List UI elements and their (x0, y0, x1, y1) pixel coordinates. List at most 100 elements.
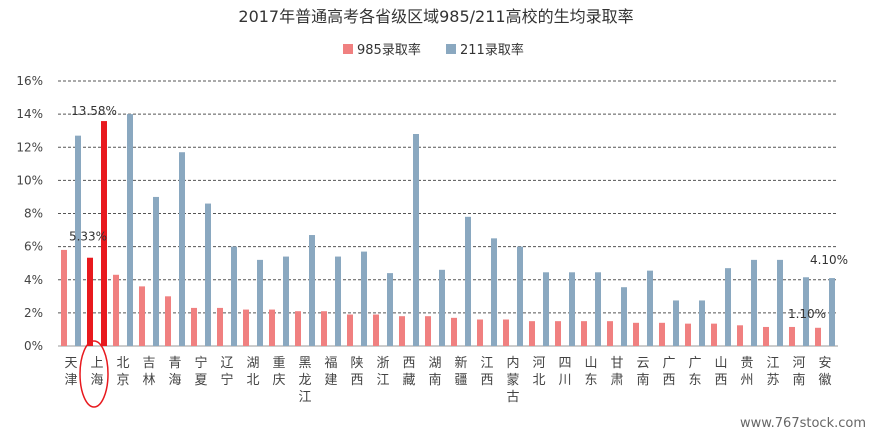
bar-985-山东 (581, 321, 587, 346)
chart-title: 2017年普通高考各省级区域985/211高校的生均录取率 (238, 7, 633, 26)
x-category-label: 福建 (324, 356, 337, 388)
bar-985-广东 (685, 323, 691, 346)
bar-985-陕西 (347, 314, 353, 346)
bar-985-上海 (87, 257, 93, 346)
data-label: 13.58% (71, 104, 117, 118)
x-category-label: 四川 (558, 356, 571, 388)
x-category-label: 湖南 (428, 356, 441, 388)
x-category-label: 河南 (792, 356, 805, 388)
y-tick-label: 0% (24, 339, 43, 353)
bar-211-河南 (803, 277, 809, 346)
bar-985-贵州 (737, 325, 743, 346)
bar-211-安徽 (829, 278, 835, 346)
x-category-label: 天津 (64, 356, 77, 388)
x-category-label: 广东 (688, 356, 701, 388)
legend: 985录取率 211录取率 (343, 42, 524, 58)
bar-211-江苏 (777, 259, 783, 346)
bar-985-云南 (633, 322, 639, 346)
bar-985-湖北 (243, 309, 249, 346)
gridlines (58, 80, 838, 347)
x-category-label: 辽宁 (220, 356, 233, 388)
bar-211-广东 (699, 300, 705, 346)
x-category-label: 安徽 (818, 356, 831, 388)
bar-211-浙江 (387, 273, 393, 346)
bar-985-广西 (659, 322, 665, 346)
bar-211-北京 (127, 114, 133, 346)
bar-211-河北 (543, 272, 549, 346)
x-category-label: 甘肃 (610, 356, 623, 388)
bar-985-河南 (789, 326, 795, 346)
y-tick-label: 8% (24, 207, 43, 221)
bar-985-甘肃 (607, 321, 613, 346)
x-category-label: 山东 (584, 356, 597, 388)
bar-211-宁夏 (205, 203, 211, 346)
bar-985-辽宁 (217, 307, 223, 346)
bar-985-黑龙江 (295, 311, 301, 346)
bar-211-内蒙古 (517, 246, 523, 346)
x-category-label: 新疆 (454, 355, 467, 388)
y-axis-ticks: 0% 2% 4% 6% 8% 10% 12% 14% 16% (16, 74, 43, 353)
y-tick-label: 12% (16, 140, 43, 154)
bar-985-天津 (61, 249, 67, 346)
bar-985-西藏 (399, 316, 405, 346)
bar-985-内蒙古 (503, 319, 509, 346)
bar-211-福建 (335, 256, 341, 346)
x-category-label: 江西 (480, 356, 493, 388)
bar-211-重庆 (283, 256, 289, 346)
bar-985-北京 (113, 274, 119, 346)
bar-985-河北 (529, 321, 535, 346)
x-category-label: 山西 (714, 356, 727, 388)
bar-985-重庆 (269, 309, 275, 346)
bar-211-天津 (75, 135, 81, 346)
data-label: 1.10% (788, 307, 826, 321)
y-tick-label: 4% (24, 273, 43, 287)
bar-211-黑龙江 (309, 235, 315, 346)
bar-211-陕西 (361, 251, 367, 346)
x-category-label: 黑龙江 (298, 356, 311, 405)
bar-985-吉林 (139, 286, 145, 346)
bar-211-四川 (569, 272, 575, 346)
bar-211-湖北 (257, 259, 263, 346)
data-label: 5.33% (69, 230, 107, 244)
y-tick-label: 14% (16, 107, 43, 121)
x-category-label: 浙江 (376, 356, 389, 388)
x-category-label: 西藏 (402, 356, 415, 388)
bar-211-甘肃 (621, 287, 627, 346)
bar-985-江苏 (763, 326, 769, 346)
x-category-label: 重庆 (272, 355, 285, 388)
bar-985-宁夏 (191, 307, 197, 346)
y-tick-label: 16% (16, 74, 43, 88)
x-category-label: 宁夏 (194, 355, 207, 388)
bar-211-新疆 (465, 216, 471, 346)
x-category-label: 江苏 (766, 356, 779, 388)
shanghai-highlight-circle (79, 340, 109, 408)
x-category-label: 河北 (532, 356, 545, 388)
legend-label-985: 985录取率 (357, 42, 421, 58)
bar-211-云南 (647, 270, 653, 346)
y-tick-label: 10% (16, 173, 43, 187)
bar-211-贵州 (751, 259, 757, 346)
legend-swatch-985 (343, 44, 353, 54)
x-category-label: 青海 (168, 356, 181, 388)
bar-211-山东 (595, 272, 601, 346)
bar-211-湖南 (439, 269, 445, 346)
x-category-label: 云南 (636, 356, 649, 388)
data-label: 4.10% (810, 253, 848, 267)
x-axis-categories: 天津上海北京吉林青海宁夏辽宁湖北重庆黑龙江福建陕西浙江西藏湖南新疆江西内蒙古河北… (64, 355, 831, 405)
bar-211-青海 (179, 152, 185, 346)
data-labels: 13.58% 5.33% 4.10% 1.10% (69, 104, 848, 321)
y-tick-label: 2% (24, 306, 43, 320)
bar-985-四川 (555, 321, 561, 346)
bar-985-江西 (477, 319, 483, 346)
x-category-label: 吉林 (142, 356, 155, 388)
y-tick-label: 6% (24, 240, 43, 254)
bar-985-青海 (165, 296, 171, 346)
bar-985-浙江 (373, 314, 379, 346)
x-category-label: 北京 (116, 356, 129, 388)
bar-985-山西 (711, 323, 717, 346)
legend-label-211: 211录取率 (460, 42, 524, 58)
bar-211-辽宁 (231, 246, 237, 346)
bar-211-吉林 (153, 196, 159, 346)
bar-211-上海 (101, 121, 107, 346)
